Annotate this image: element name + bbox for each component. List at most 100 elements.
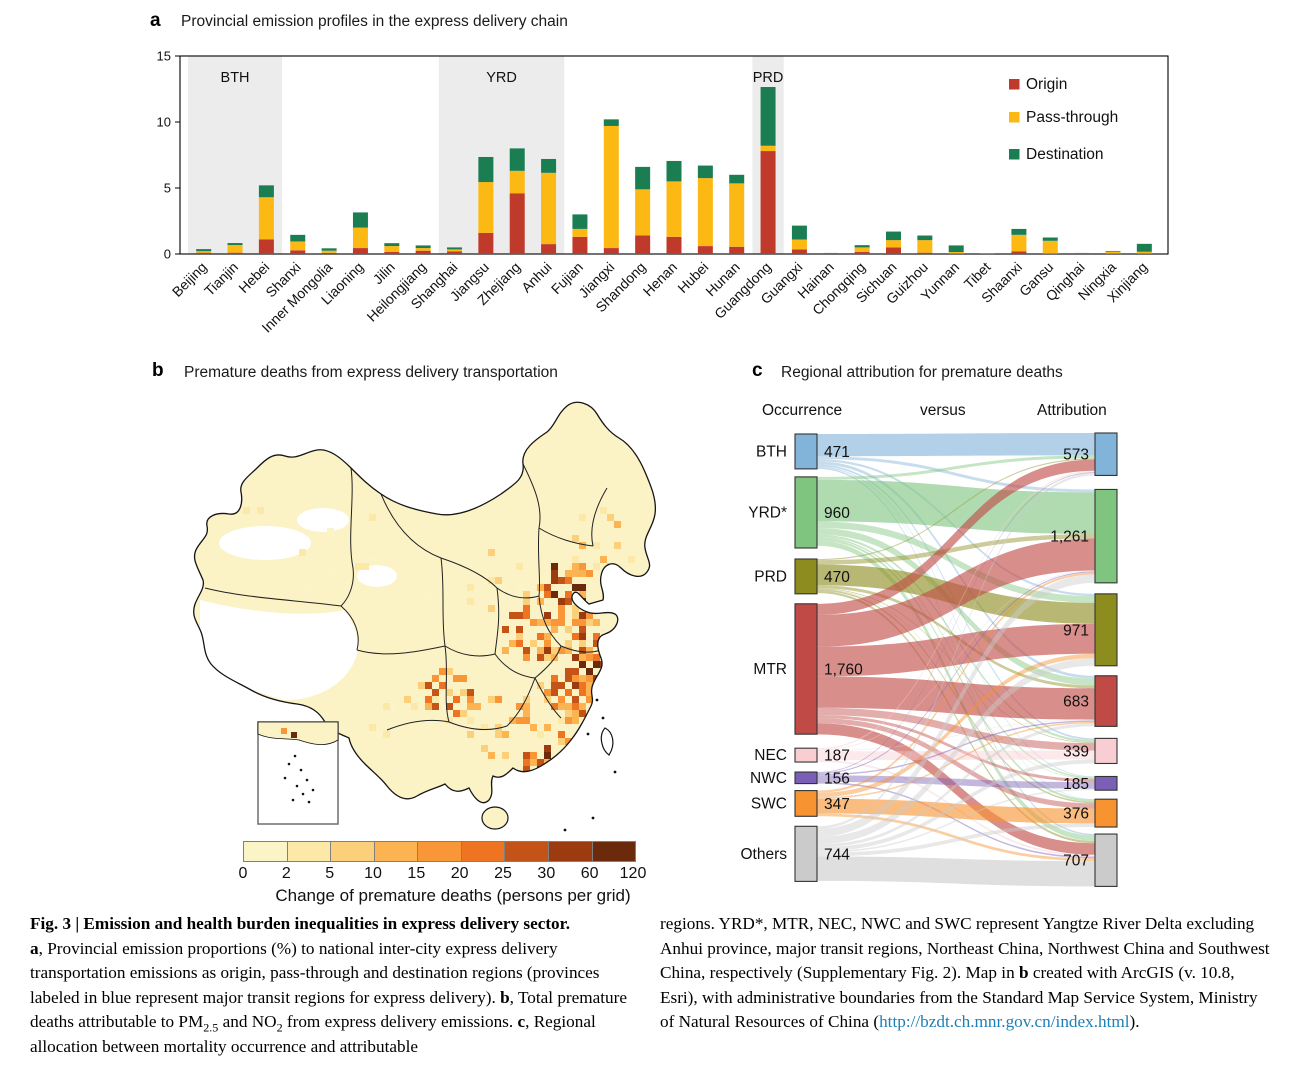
bar-Anhui-pass-through <box>541 172 557 245</box>
sankey-left-label-SWC: SWC <box>751 795 787 812</box>
hainan-island <box>481 806 509 830</box>
legend-swatch-pass-through <box>1009 112 1020 123</box>
bar-Jiangxi-pass-through <box>603 125 619 249</box>
flow-Others-to-NWC <box>817 788 1095 853</box>
sankey-left-value-YRD*: 960 <box>824 505 850 522</box>
sankey-header-occurrence: Occurrence <box>762 402 843 419</box>
bar-Hubei-pass-through <box>697 178 713 247</box>
bar-Henan-destination <box>666 160 682 182</box>
flow-NEC-to-BTH <box>817 470 1095 750</box>
sankey-right-node-SWC <box>1094 798 1118 828</box>
bar-Inner Mongolia-destination <box>321 248 337 251</box>
bar-Shaanxi-pass-through <box>1011 234 1027 252</box>
bar-Sichuan-origin <box>885 247 901 254</box>
colorbar-segment <box>592 842 636 861</box>
flow-MTR-to-YRD* <box>817 538 1095 647</box>
colorbar-tick-5: 5 <box>325 865 335 882</box>
colorbar-segment <box>461 842 506 861</box>
sankey-left-node-BTH <box>794 433 818 470</box>
flow-SWC-to-SWC <box>817 798 1095 824</box>
sankey-right-value-SWC: 376 <box>1063 806 1089 823</box>
flow-MTR-to-NWC <box>817 715 1095 783</box>
legend-swatch-origin <box>1009 79 1020 90</box>
legend-label-pass-through: Pass-through <box>1026 109 1118 126</box>
flow-SWC-to-PRD <box>817 653 1095 798</box>
sankey-right-value-YRD*: 1,261 <box>1050 529 1089 546</box>
bar-Shanghai-origin <box>447 251 463 254</box>
flow-MTR-to-PRD <box>817 623 1095 677</box>
map-source-link[interactable]: http://bzdt.ch.mnr.gov.cn/index.html <box>879 1012 1130 1032</box>
sankey-left-label-MTR: MTR <box>753 661 787 678</box>
colorbar-segment <box>287 842 332 861</box>
sankey-right-node-YRD* <box>1094 488 1118 584</box>
bar-Anhui-destination <box>541 158 557 173</box>
bar-Gansu-pass-through <box>1042 240 1058 254</box>
panel-c-title: Regional attribution for premature death… <box>781 364 1063 381</box>
bar-Heilongjiang-pass-through <box>415 248 431 251</box>
sankey-right-value-Others: 707 <box>1063 853 1089 870</box>
colorbar-tick-10: 10 <box>364 865 382 882</box>
sankey-left-label-YRD*: YRD* <box>748 504 787 521</box>
bar-Shanxi-destination <box>290 234 306 242</box>
sankey-left-node-NWC <box>794 771 818 785</box>
bar-Guangxi-destination <box>791 225 807 240</box>
sankey-right-value-PRD: 971 <box>1063 622 1089 639</box>
flow-Others-to-Others <box>817 856 1095 887</box>
bar-Beijing-destination <box>196 249 212 252</box>
bar-Guangdong-pass-through <box>760 145 776 152</box>
bar-Zhejiang-destination <box>509 148 525 171</box>
bar-Chongqing-pass-through <box>854 247 870 253</box>
sankey-right-value-NWC: 185 <box>1063 776 1089 793</box>
sankey-left-node-NEC <box>794 747 818 763</box>
flow-SWC-to-Others <box>817 813 1095 862</box>
bar-Guangdong-origin <box>760 151 776 254</box>
sankey-left-value-NWC: 156 <box>824 770 850 787</box>
x-label-Tianjin: Tianjin <box>201 259 241 299</box>
flow-PRD-to-Others <box>817 590 1095 844</box>
bar-Hunan-pass-through <box>729 183 745 247</box>
china-premature-deaths-map <box>193 401 657 832</box>
x-label-Anhui: Anhui <box>518 259 555 296</box>
bar-Gansu-origin <box>1042 253 1058 254</box>
flow-Others-to-YRD* <box>817 574 1095 837</box>
flow-YRD*-to-SWC <box>817 538 1095 802</box>
sankey-right-node-MTR <box>1094 675 1118 727</box>
bar-Jilin-origin <box>384 252 400 254</box>
sankey-right-value-MTR: 683 <box>1063 694 1089 711</box>
flow-SWC-to-MTR <box>817 721 1095 799</box>
flow-SWC-to-YRD* <box>817 572 1095 793</box>
flow-BTH-to-BTH <box>817 433 1095 457</box>
legend-swatch-destination <box>1009 149 1020 160</box>
bar-Fujian-pass-through <box>572 228 588 237</box>
bar-Liaoning-destination <box>352 212 368 228</box>
bar-Shaanxi-destination <box>1011 228 1027 235</box>
flow-NWC-to-Others <box>817 782 1095 859</box>
bar-Jiangsu-pass-through <box>478 182 494 233</box>
sankey-left-label-Others: Others <box>740 846 787 863</box>
sankey-header-attribution: Attribution <box>1037 402 1107 419</box>
colorbar-tick-30: 30 <box>537 865 556 882</box>
bar-Henan-pass-through <box>666 181 682 237</box>
bar-Zhejiang-origin <box>509 193 525 254</box>
flow-MTR-to-Others <box>817 723 1095 855</box>
colorbar-tick-60: 60 <box>580 865 599 882</box>
sankey-right-node-NEC <box>1094 737 1118 765</box>
sankey-right-node-BTH <box>1094 432 1118 476</box>
region-band-label-BTH: BTH <box>221 70 250 86</box>
colorbar-segment <box>331 842 375 861</box>
flow-BTH-to-MTR <box>817 461 1095 679</box>
sankey-left-value-PRD: 470 <box>824 569 850 586</box>
bar-Liaoning-origin <box>352 248 368 254</box>
bar-Jiangsu-destination <box>478 156 494 183</box>
sankey-right-node-PRD <box>1094 593 1118 667</box>
colorbar-tick-120: 120 <box>619 865 647 882</box>
flow-Others-to-NEC <box>817 759 1095 852</box>
region-band-label-PRD: PRD <box>753 70 784 86</box>
bar-Beijing-origin <box>196 252 212 254</box>
bar-Xinjiang-destination <box>1136 243 1152 252</box>
sankey-right-node-Others <box>1094 833 1118 887</box>
bar-Shanxi-pass-through <box>290 241 306 251</box>
panel-b-letter: b <box>152 360 164 381</box>
map-colorbar-block: 0 2 5 10 15 20 25 30 60 120 Change of premature d… <box>239 841 663 906</box>
